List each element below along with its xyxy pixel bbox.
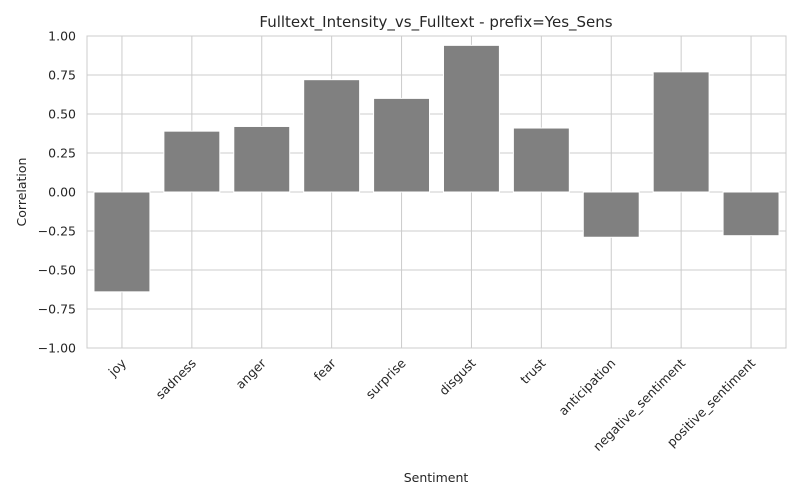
y-tick-label: −0.75 bbox=[38, 302, 76, 317]
bar-anger bbox=[233, 125, 291, 193]
x-tick-label: anticipation bbox=[556, 356, 619, 419]
x-tick-label: fear bbox=[311, 355, 340, 384]
x-tick-label: joy bbox=[105, 355, 130, 380]
bar-sadness bbox=[163, 130, 221, 193]
chart-title: Fulltext_Intensity_vs_Fulltext - prefix=… bbox=[259, 13, 612, 32]
y-axis-label: Correlation bbox=[14, 158, 29, 227]
x-tick-label: anger bbox=[233, 355, 270, 392]
y-tick-label: 0.25 bbox=[48, 146, 76, 161]
y-tick-label: 0.50 bbox=[48, 107, 76, 122]
y-tick-label: 0.00 bbox=[48, 185, 76, 200]
bar-fear bbox=[303, 79, 361, 193]
x-tick-label: trust bbox=[517, 355, 548, 386]
x-tick-label: disgust bbox=[436, 355, 479, 398]
bar-positive_sentiment bbox=[722, 191, 780, 237]
y-tick-label: −0.50 bbox=[38, 263, 76, 278]
bar-joy bbox=[93, 191, 151, 293]
bar-surprise bbox=[373, 97, 431, 193]
bar-negative_sentiment bbox=[652, 71, 710, 193]
bar-anticipation bbox=[582, 191, 640, 238]
bar-trust bbox=[512, 127, 570, 193]
bars-layer bbox=[93, 44, 780, 293]
x-ticks: joy sadness anger fear surprise disgust trust a… bbox=[105, 355, 759, 454]
y-tick-label: 1.00 bbox=[48, 29, 76, 44]
plot-frame bbox=[86, 35, 787, 349]
x-tick-label: sadness bbox=[152, 356, 198, 402]
y-ticks: −1.00 −0.75 −0.50 −0.25 0.00 0.25 0.50 0.75 1.00 bbox=[38, 29, 76, 356]
x-tick-label: surprise bbox=[362, 355, 408, 401]
x-axis-label: Sentiment bbox=[404, 470, 469, 485]
y-tick-label: −1.00 bbox=[38, 341, 76, 356]
y-tick-label: −0.25 bbox=[38, 224, 76, 239]
bar-disgust bbox=[442, 44, 500, 193]
y-tick-label: 0.75 bbox=[48, 68, 76, 83]
